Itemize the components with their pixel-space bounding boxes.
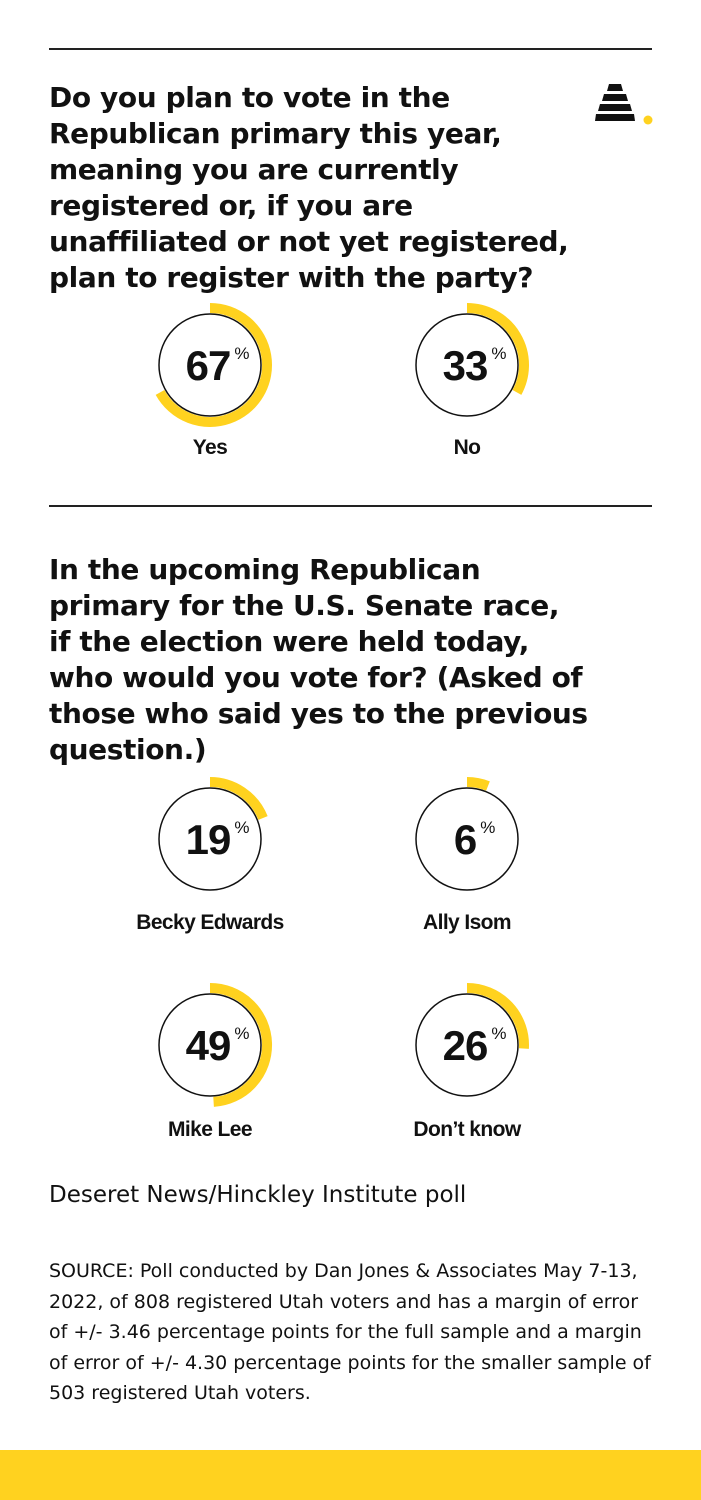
arc-becky-edwards bbox=[209, 777, 268, 821]
top-divider bbox=[49, 48, 652, 50]
donut-label-yes: Yes bbox=[192, 436, 228, 459]
unit-mike-lee: % bbox=[234, 1024, 249, 1043]
donut-dont-know: 26% bbox=[415, 983, 529, 1097]
value-becky-edwards: 19 bbox=[186, 816, 231, 863]
source-note: SOURCE: Poll conducted by Dan Jones & As… bbox=[49, 1260, 651, 1404]
value-ally-isom: 6 bbox=[454, 816, 476, 863]
ring-don-t-know bbox=[415, 993, 519, 1097]
donut-label-mike-lee: Mike Lee bbox=[168, 1118, 253, 1141]
ring-yes bbox=[158, 313, 262, 417]
donut-mike-lee: 49% bbox=[158, 983, 273, 1107]
donut-label-becky-edwards: Becky Edwards bbox=[136, 911, 284, 934]
value-no: 33 bbox=[443, 342, 488, 389]
value-yes: 67 bbox=[186, 342, 231, 389]
donut-becky-edwards: 19% bbox=[158, 777, 268, 891]
value-don-t-know: 26 bbox=[443, 1022, 488, 1069]
ring-mike-lee bbox=[158, 993, 262, 1097]
unit-yes: % bbox=[234, 344, 249, 363]
arc-no bbox=[466, 303, 529, 395]
question-2: In the upcoming Republican primary for t… bbox=[49, 553, 588, 766]
donut-yes: 67% bbox=[155, 303, 272, 427]
donut-no: 33% bbox=[415, 303, 529, 417]
arc-don-t-know bbox=[466, 983, 529, 1049]
donut-label-no: No bbox=[453, 436, 481, 459]
arc-mike-lee bbox=[209, 983, 273, 1107]
arc-ally-isom bbox=[466, 777, 490, 791]
ring-becky-edwards bbox=[158, 787, 262, 891]
donut-label-ally-isom: Ally Isom bbox=[423, 911, 512, 934]
unit-becky-edwards: % bbox=[234, 818, 249, 837]
question-1: Do you plan to vote in the Republican pr… bbox=[49, 81, 569, 294]
middle-divider bbox=[49, 505, 652, 507]
value-mike-lee: 49 bbox=[186, 1022, 231, 1069]
unit-ally-isom: % bbox=[480, 818, 495, 837]
beehive-icon bbox=[595, 84, 653, 125]
unit-no: % bbox=[491, 344, 506, 363]
poll-credit: Deseret News/Hinckley Institute poll bbox=[49, 1182, 467, 1208]
unit-don-t-know: % bbox=[491, 1024, 506, 1043]
footer-accent-bar bbox=[0, 1450, 701, 1500]
ring-ally-isom bbox=[415, 787, 519, 891]
arc-yes bbox=[155, 303, 272, 427]
donut-ally-isom: 6% bbox=[415, 777, 519, 891]
donut-label-dont-know: Don’t know bbox=[413, 1118, 521, 1141]
ring-no bbox=[415, 313, 519, 417]
